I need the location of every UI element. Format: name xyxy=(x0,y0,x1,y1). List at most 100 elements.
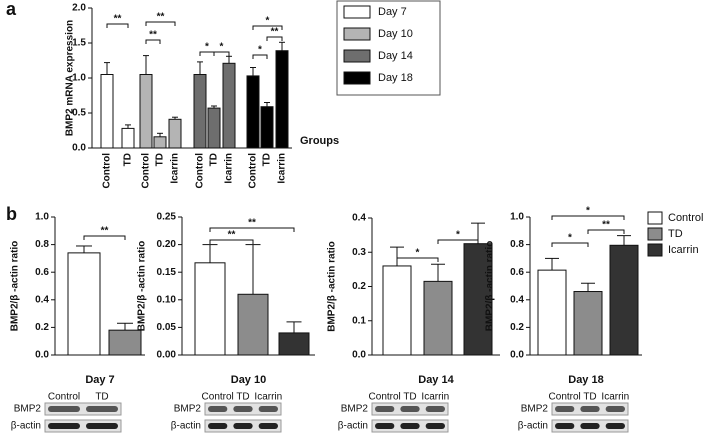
legend-label: Control xyxy=(668,212,703,224)
significance-label: ** xyxy=(157,12,165,23)
significance-bracket xyxy=(587,229,625,234)
x-tick-label: Icarrin xyxy=(170,153,181,184)
y-tick-label: 1.0 xyxy=(72,73,86,84)
legend-swatch xyxy=(343,5,371,19)
legend-label: Day 7 xyxy=(378,6,407,18)
bar xyxy=(609,244,639,356)
y-tick-label: 0.3 xyxy=(352,247,366,258)
significance-label: * xyxy=(568,233,572,244)
panel-label: b xyxy=(6,204,17,224)
blot-band xyxy=(258,423,278,429)
blot-lane-label: TD xyxy=(236,392,249,403)
x-tick-label: Icarrin xyxy=(224,153,235,184)
y-tick-label: 0.4 xyxy=(352,213,366,224)
y-tick-label: 1.0 xyxy=(510,212,524,223)
bar xyxy=(222,62,236,149)
significance-label: ** xyxy=(114,14,122,25)
significance-label: * xyxy=(266,16,270,27)
significance-bracket xyxy=(437,239,479,244)
bar xyxy=(207,107,221,149)
y-tick-label: 0.10 xyxy=(157,294,177,305)
y-tick-label: 0.0 xyxy=(510,350,524,361)
significance-label: * xyxy=(258,45,262,56)
bar xyxy=(573,291,603,356)
legend-box xyxy=(336,0,441,96)
y-tick-label: 0.05 xyxy=(157,322,177,333)
y-axis-label: BMP2/β -actin ratio xyxy=(137,241,148,332)
blot-lane-label: TD xyxy=(95,392,108,403)
significance-label: * xyxy=(416,248,420,259)
blot-band xyxy=(605,406,625,412)
chart-title: Day 10 xyxy=(231,374,266,386)
legend-swatch xyxy=(343,49,371,63)
y-tick-label: 0.8 xyxy=(35,239,49,250)
x-tick-label: TD xyxy=(262,153,273,166)
chart-title: Day 18 xyxy=(568,374,603,386)
significance-bracket xyxy=(213,51,230,56)
significance-bracket xyxy=(252,25,283,30)
bar xyxy=(382,265,412,356)
blot-band xyxy=(425,423,445,429)
y-tick-label: 1.0 xyxy=(35,212,49,223)
blot-row-label: BMP2 xyxy=(341,404,369,415)
legend-label: Day 14 xyxy=(378,50,413,62)
bar xyxy=(193,74,207,149)
y-tick-label: 0.15 xyxy=(157,267,177,278)
blot-lane-label: Icarrin xyxy=(254,392,282,403)
blot-lane-label: Control xyxy=(369,392,401,403)
significance-label: ** xyxy=(602,220,610,231)
y-tick-label: 0.0 xyxy=(352,350,366,361)
y-tick-label: 0.6 xyxy=(35,267,49,278)
x-axis-label: Groups xyxy=(300,135,339,147)
significance-bracket xyxy=(209,227,295,232)
y-tick-label: 1.5 xyxy=(72,38,86,49)
significance-bracket xyxy=(145,39,161,44)
y-tick-label: 0.8 xyxy=(510,239,524,250)
blot-row-label: β-actin xyxy=(11,421,41,432)
bar xyxy=(100,74,114,149)
x-tick-label: TD xyxy=(123,153,134,166)
bar xyxy=(537,269,567,356)
bar xyxy=(423,280,453,356)
significance-label: ** xyxy=(248,218,256,229)
blot-row-label: β-actin xyxy=(171,421,201,432)
y-tick-label: 0.00 xyxy=(157,350,177,361)
blot-lane-label: Icarrin xyxy=(421,392,449,403)
x-tick-label: Control xyxy=(141,153,152,189)
x-tick-label: Control xyxy=(248,153,259,189)
blot-row-label: BMP2 xyxy=(14,404,42,415)
legend-label: Icarrin xyxy=(668,244,699,256)
y-tick-label: 0.1 xyxy=(352,315,366,326)
chart-title: Day 14 xyxy=(418,374,454,386)
bar xyxy=(108,329,142,356)
blot-band xyxy=(258,406,278,412)
significance-label: ** xyxy=(228,230,236,241)
significance-label: ** xyxy=(271,27,279,38)
significance-bracket xyxy=(83,235,126,240)
bar xyxy=(194,262,226,356)
blot-band xyxy=(580,423,600,429)
bar xyxy=(275,50,289,149)
blot-band xyxy=(86,406,118,412)
x-tick-label: Control xyxy=(195,153,206,189)
significance-label: ** xyxy=(149,30,157,41)
y-tick-label: 0.4 xyxy=(35,294,49,305)
y-axis-label: BMP2/β -actin ratio xyxy=(327,241,338,332)
blot-band xyxy=(375,406,395,412)
y-tick-label: 0.2 xyxy=(352,281,366,292)
y-tick-label: 0.2 xyxy=(35,322,49,333)
legend-label: Day 18 xyxy=(378,72,413,84)
x-tick-label: Icarrin xyxy=(277,153,288,184)
blot-band xyxy=(233,406,253,412)
blot-row-label: BMP2 xyxy=(174,404,202,415)
significance-bracket xyxy=(252,54,268,59)
significance-bracket xyxy=(551,215,625,220)
y-tick-label: 0.4 xyxy=(510,294,524,305)
blot-lane-label: TD xyxy=(403,392,416,403)
blot-band xyxy=(208,406,228,412)
significance-label: ** xyxy=(101,226,109,237)
blot-band xyxy=(580,406,600,412)
blot-lane-label: TD xyxy=(583,392,596,403)
blot-band xyxy=(48,406,80,412)
